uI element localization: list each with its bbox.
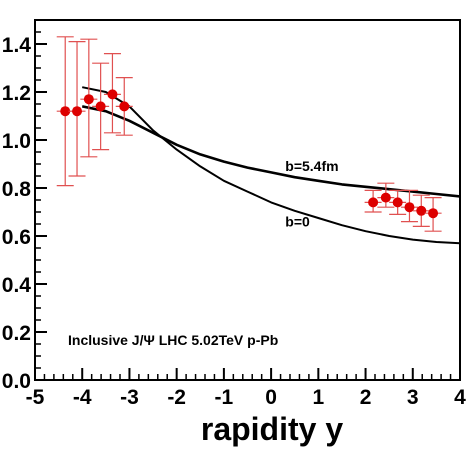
y-tick-label: 0.4	[2, 274, 32, 297]
data-point-group	[424, 197, 442, 232]
data-point	[95, 101, 106, 112]
curve-line	[81, 105, 461, 198]
x-tick-label: 2	[360, 386, 372, 409]
curve-label: b=0	[285, 213, 310, 229]
x-tick-label: -3	[120, 386, 139, 409]
data-point-group	[103, 52, 121, 134]
data-point-group	[377, 182, 395, 208]
data-point	[60, 106, 71, 117]
x-tick-label: -1	[215, 386, 234, 409]
x-axis-title: rapidity y	[201, 411, 343, 447]
data-point	[83, 94, 94, 105]
theory-curves: b=5.4fm b=0	[81, 86, 461, 245]
y-tick-label: 1.0	[2, 130, 31, 153]
data-point-group	[389, 189, 407, 215]
y-tick-label: 0.0	[2, 370, 31, 393]
data-point	[380, 192, 391, 203]
data-point	[404, 202, 415, 213]
annotation-text: Inclusive J/Ψ LHC 5.02TeV p-Pb	[68, 332, 278, 348]
curve-line	[82, 86, 461, 245]
data-point	[107, 89, 118, 100]
x-tick-label: 0	[265, 386, 277, 409]
data-point	[392, 197, 403, 208]
data-point-group	[92, 62, 110, 151]
data-point-group	[80, 38, 98, 158]
x-tick-label: -5	[26, 386, 45, 409]
x-tick-label: 4	[454, 386, 466, 409]
data-point-group	[115, 76, 133, 136]
x-tick-label: -4	[73, 386, 92, 409]
y-tick-label: 1.4	[2, 34, 32, 57]
y-tick-label: 0.6	[2, 226, 31, 249]
y-tick-label: 0.8	[2, 178, 32, 201]
data-point-group	[364, 189, 382, 213]
data-point	[119, 101, 130, 112]
data-point	[368, 197, 379, 208]
data-point-group	[400, 189, 418, 223]
x-tick-label: 3	[407, 386, 419, 409]
x-tick-label: 1	[312, 386, 324, 409]
data-point	[428, 208, 439, 219]
data-point-group	[412, 194, 430, 227]
y-tick-label: 0.2	[2, 322, 31, 345]
data-point	[416, 205, 427, 216]
x-tick-label: -2	[167, 386, 186, 409]
data-point	[72, 106, 83, 117]
axes: -5 -4 -3 -2 -1 0 1 2 3 4 0.0 0.2 0.4 0.6 0.8 1.0 1.2 1.4	[2, 19, 466, 409]
labels: rapidity y Inclusive J/Ψ LHC 5.02TeV p-P…	[68, 332, 343, 447]
curve-label: b=5.4fm	[285, 158, 338, 174]
data-point-group	[68, 40, 86, 177]
data-points	[56, 36, 442, 232]
y-tick-label: 1.2	[2, 82, 31, 105]
